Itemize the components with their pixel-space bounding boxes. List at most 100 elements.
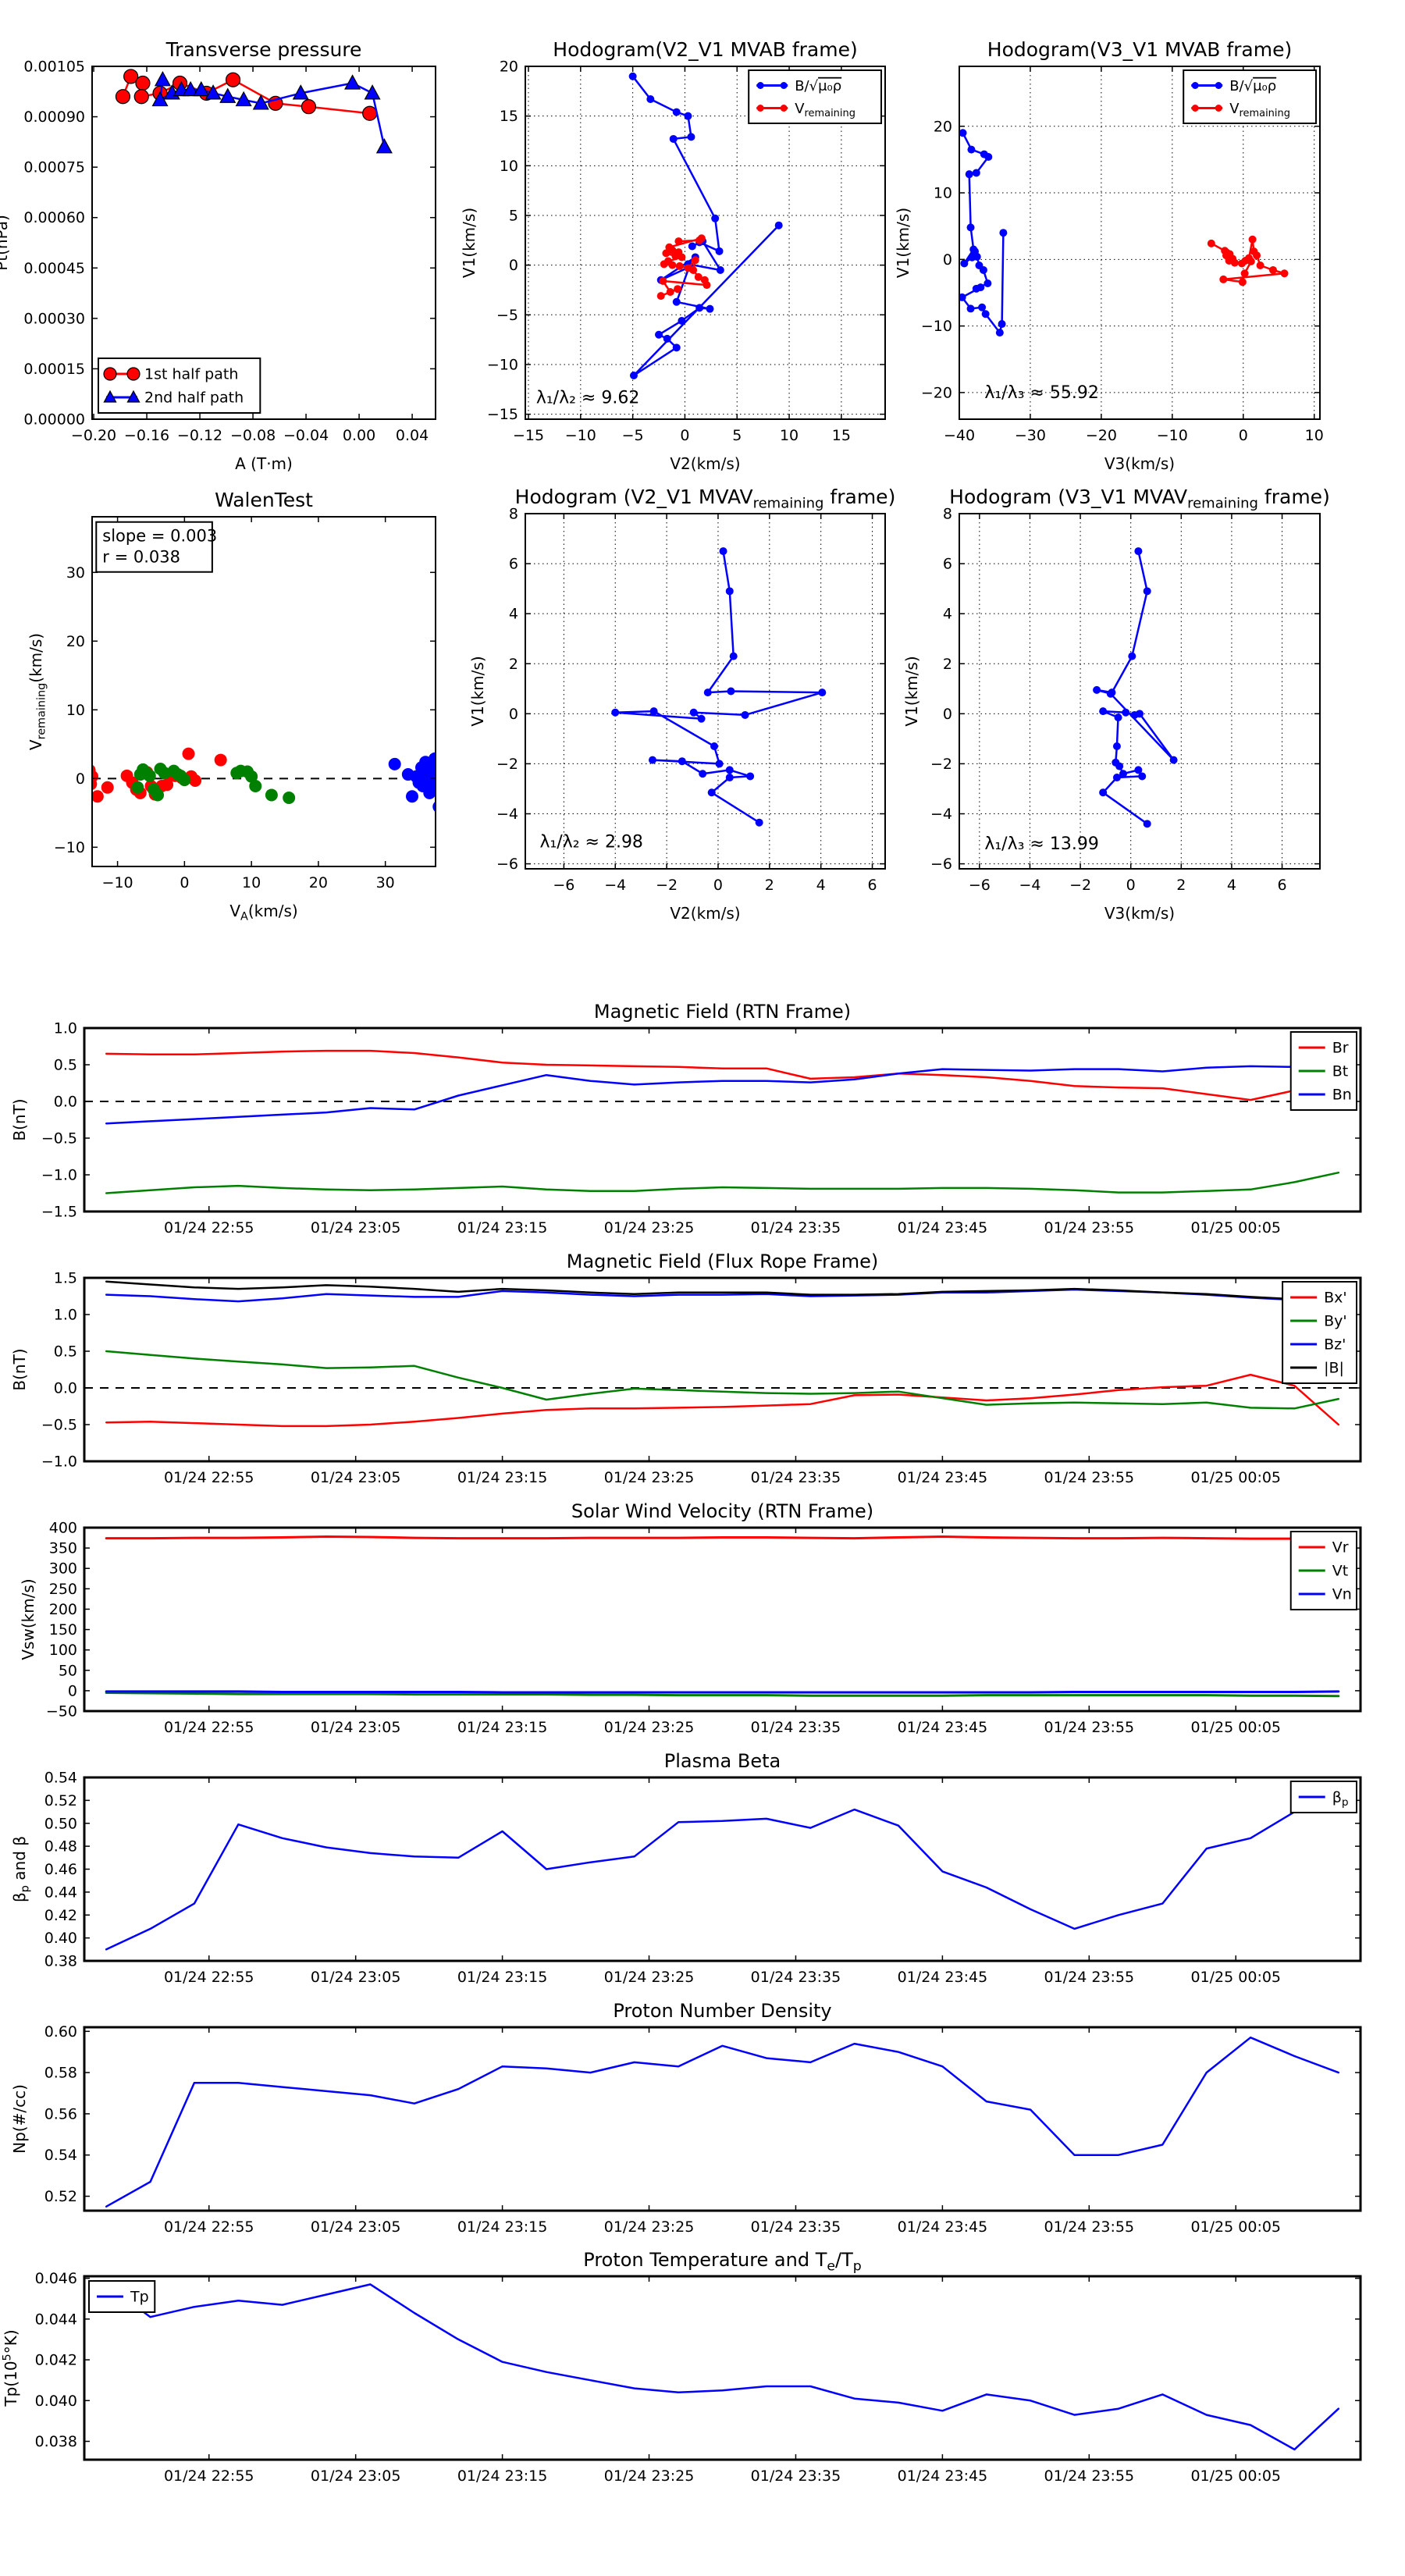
x-tick-label: −0.16 xyxy=(124,427,169,444)
marker-circle xyxy=(756,82,764,89)
marker-circle xyxy=(684,112,692,120)
plot-magnetic-field-rtn: 01/24 22:55 01/24 23:05 01/24 23:15 01/24 2… xyxy=(10,1001,1362,1236)
marker-circle xyxy=(1238,278,1247,286)
y-tick-label: −1.5 xyxy=(41,1204,77,1221)
marker-circle xyxy=(1134,766,1143,774)
marker-circle xyxy=(719,547,727,556)
y-axis-label: Vremaining(km/s) xyxy=(27,633,48,750)
marker-circle xyxy=(699,770,707,778)
x-tick-label: 01/24 23:55 xyxy=(1044,1219,1135,1236)
y-tick-label: 0 xyxy=(943,706,952,723)
legend: Tp xyxy=(88,2280,156,2313)
y-tick-label: 100 xyxy=(49,1642,77,1659)
x-tick-label: 01/24 23:25 xyxy=(604,2467,695,2485)
x-tick-label: 01/24 22:55 xyxy=(164,1219,254,1236)
marker-circle xyxy=(984,279,992,288)
x-tick-label: −4 xyxy=(1019,877,1040,894)
y-axis-label: V1(km/s) xyxy=(902,656,921,726)
y-axis-label: V1(km/s) xyxy=(460,208,478,278)
series-by xyxy=(105,1350,1340,1410)
marker-circle xyxy=(1130,710,1139,719)
x-tick-label: 01/25 00:05 xyxy=(1190,1719,1281,1736)
marker-circle xyxy=(189,774,202,787)
y-tick-label: 0.00075 xyxy=(23,159,85,176)
x-tick-label: 30 xyxy=(376,874,395,891)
y-tick-label: 0.44 xyxy=(44,1884,77,1901)
plot-title: Magnetic Field (Flux Rope Frame) xyxy=(567,1251,878,1272)
marker-triangle xyxy=(252,94,269,110)
y-tick-label: 0 xyxy=(509,257,518,274)
legend-label-br: Br xyxy=(1332,1040,1349,1057)
series-b-over-sqrt-mu0-rho xyxy=(614,550,823,824)
x-tick-label: 01/24 23:35 xyxy=(751,1469,841,1486)
marker-circle xyxy=(691,256,699,265)
marker-circle xyxy=(780,82,788,89)
marker-circle xyxy=(707,788,716,797)
marker-circle xyxy=(678,757,686,766)
marker-circle xyxy=(115,89,131,105)
legend-label-2nd-half-path: 2nd half path xyxy=(144,390,244,407)
series-np xyxy=(105,2036,1340,2208)
plot-title: Solar Wind Velocity (RTN Frame) xyxy=(571,1500,873,1522)
y-tick-label: 0.60 xyxy=(44,2023,77,2041)
legend: 1st half path 2nd half path xyxy=(98,358,261,414)
marker-circle xyxy=(715,760,724,768)
y-tick-label: −10 xyxy=(921,318,952,335)
marker-circle xyxy=(668,261,677,269)
y-tick-label: 0.00060 xyxy=(23,209,85,226)
marker-triangle xyxy=(344,74,361,90)
y-tick-label: −10 xyxy=(487,356,518,373)
annotation-box: slope = 0.003 r = 0.038 xyxy=(95,521,217,573)
marker-circle xyxy=(1248,235,1257,244)
marker-circle xyxy=(660,260,668,269)
x-tick-label: −10 xyxy=(102,874,133,891)
y-tick-label: 30 xyxy=(66,564,85,582)
marker-circle xyxy=(143,769,156,782)
y-tick-label: 0.5 xyxy=(54,1057,77,1074)
marker-circle xyxy=(1093,685,1101,694)
legend: Br Bt Bn xyxy=(1289,1031,1357,1111)
marker-circle xyxy=(725,774,734,782)
y-axis-label: V1(km/s) xyxy=(468,656,487,726)
marker-circle xyxy=(225,72,241,87)
marker-circle xyxy=(1191,105,1199,112)
x-tick-label: 10 xyxy=(780,427,799,444)
legend-label-b: |B| xyxy=(1324,1360,1344,1377)
y-tick-label: 0.00030 xyxy=(23,310,85,327)
y-axis-label: Np(#/cc) xyxy=(10,2084,29,2154)
x-tick-label: −5 xyxy=(622,427,644,444)
marker-circle xyxy=(432,801,436,813)
plot-title: Hodogram(V2_V1 MVAB frame) xyxy=(553,38,857,61)
marker-circle xyxy=(1134,547,1143,556)
y-tick-label: 1.5 xyxy=(54,1270,77,1287)
series-vr xyxy=(105,1535,1340,1540)
marker-circle xyxy=(1143,820,1151,828)
y-tick-label: −5 xyxy=(496,307,518,324)
plot-title: Hodogram (V3_V1 MVAVremaining frame) xyxy=(949,486,1330,512)
marker-circle xyxy=(967,145,976,154)
marker-circle xyxy=(984,152,993,161)
marker-circle xyxy=(265,788,278,802)
x-tick-label: 4 xyxy=(816,877,826,894)
marker-circle xyxy=(1114,713,1122,722)
marker-circle xyxy=(92,790,104,803)
marker-circle xyxy=(687,133,695,141)
annotation-line: slope = 0.003 xyxy=(102,527,217,546)
y-axis-label: V1(km/s) xyxy=(894,208,912,278)
plot-magnetic-field-flux-rope: 01/24 22:55 01/24 23:05 01/24 23:15 01/24 2… xyxy=(10,1251,1362,1486)
marker-circle xyxy=(711,214,720,222)
x-tick-label: 01/24 23:05 xyxy=(311,1969,401,1986)
marker-circle xyxy=(1256,261,1264,269)
y-tick-label: 0.48 xyxy=(44,1838,77,1856)
x-tick-label: 01/24 23:05 xyxy=(311,1219,401,1236)
x-tick-label: 0.00 xyxy=(343,427,375,444)
x-tick-label: 01/24 23:15 xyxy=(457,1719,548,1736)
y-tick-label: 0.50 xyxy=(44,1815,77,1832)
x-axis-label: V2(km/s) xyxy=(670,904,740,923)
x-tick-label: 01/24 23:25 xyxy=(604,1719,695,1736)
marker-circle xyxy=(702,281,711,290)
marker-circle xyxy=(995,329,1004,337)
x-tick-label: 6 xyxy=(867,877,877,894)
x-tick-label: −0.20 xyxy=(71,427,116,444)
marker-triangle xyxy=(235,91,252,107)
